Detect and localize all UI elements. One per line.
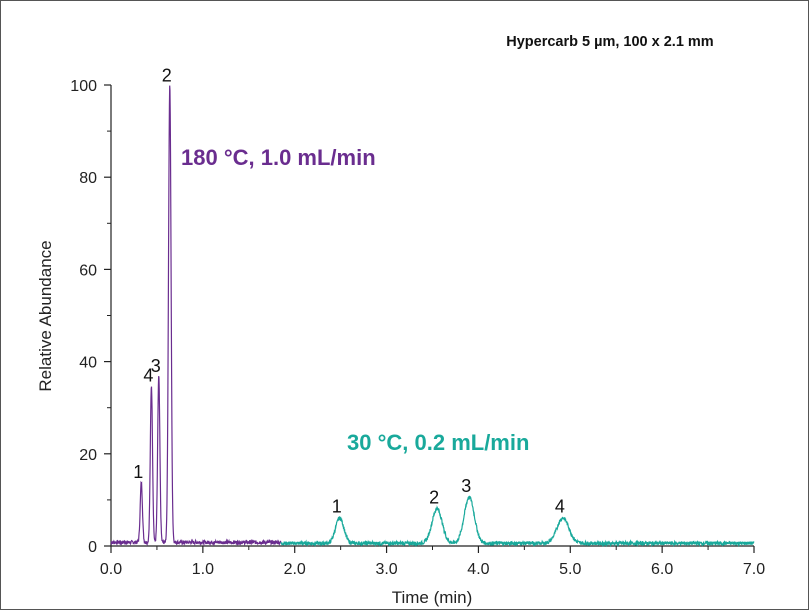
x-tick-label: 7.0 [743, 561, 765, 578]
peak-label-3: 3 [151, 356, 161, 376]
peak-label-2: 2 [162, 66, 172, 86]
y-tick-label: 60 [79, 262, 97, 279]
traces [110, 85, 755, 548]
x-tick-label: 5.0 [559, 561, 581, 578]
x-tick-label: 1.0 [192, 561, 214, 578]
y-tick-label: 40 [79, 355, 97, 372]
peak-label-1: 1 [133, 462, 143, 482]
x-tick-label: 6.0 [651, 561, 673, 578]
y-axis-title: Relative Abundance [36, 240, 55, 391]
series-label-2: 30 °C, 0.2 mL/min [347, 430, 529, 455]
column-annotation: Hypercarb 5 µm, 100 x 2.1 mm [506, 34, 713, 50]
y-tick-label: 20 [79, 447, 97, 464]
x-tick-label: 0.0 [100, 561, 122, 578]
peak-label-4: 4 [555, 497, 565, 517]
x-tick-label: 4.0 [467, 561, 489, 578]
trace-line-series-2 [280, 495, 755, 548]
trace-line-series-1 [110, 85, 282, 547]
peak-label-2: 2 [429, 487, 439, 507]
ticks: 0.0 1.0 2.0 3.0 4.0 5.0 6.0 7.0 0 20 40 60 80 100 [70, 78, 765, 578]
y-tick-label: 100 [70, 78, 97, 95]
x-tick-label: 2.0 [284, 561, 306, 578]
series-labels: 180 °C, 1.0 mL/min 30 °C, 0.2 mL/min [181, 145, 529, 455]
x-axis-title: Time (min) [392, 588, 473, 607]
series-label-1: 180 °C, 1.0 mL/min [181, 145, 376, 170]
peak-label-3: 3 [461, 476, 471, 496]
peak-label-4: 4 [143, 365, 153, 385]
x-tick-label: 3.0 [375, 561, 397, 578]
peak-label-1: 1 [332, 497, 342, 517]
y-tick-label: 0 [88, 539, 97, 556]
y-tick-label: 80 [79, 170, 97, 187]
